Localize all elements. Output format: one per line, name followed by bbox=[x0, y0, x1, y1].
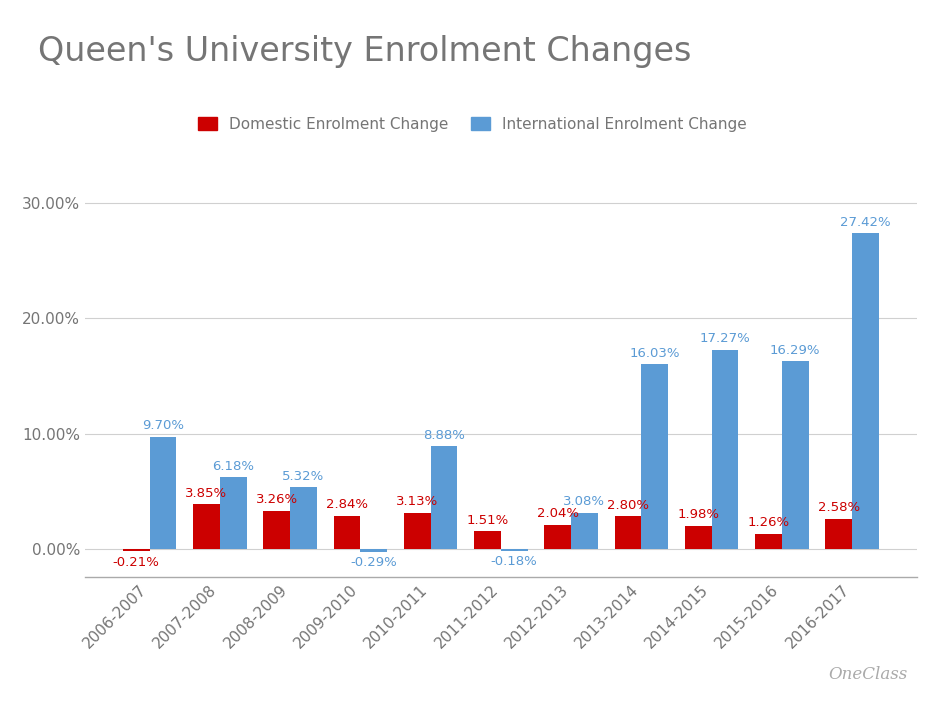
Text: 2.04%: 2.04% bbox=[536, 508, 578, 520]
Text: 16.03%: 16.03% bbox=[629, 346, 680, 360]
Bar bbox=[474, 531, 500, 548]
Bar bbox=[824, 519, 851, 548]
Bar bbox=[614, 516, 641, 548]
Text: 16.29%: 16.29% bbox=[769, 344, 819, 356]
Text: -0.21%: -0.21% bbox=[112, 555, 160, 569]
Bar bbox=[149, 437, 177, 548]
Text: 2.58%: 2.58% bbox=[817, 501, 859, 514]
Bar bbox=[333, 516, 360, 548]
Bar bbox=[263, 511, 290, 548]
Text: -0.29%: -0.29% bbox=[350, 556, 396, 570]
Text: 3.08%: 3.08% bbox=[563, 496, 605, 508]
Text: 1.51%: 1.51% bbox=[466, 513, 508, 527]
Bar bbox=[360, 548, 387, 552]
Text: 3.13%: 3.13% bbox=[396, 495, 438, 508]
Bar bbox=[220, 477, 246, 548]
Legend: Domestic Enrolment Change, International Enrolment Change: Domestic Enrolment Change, International… bbox=[198, 117, 746, 132]
Bar bbox=[123, 548, 149, 551]
Bar bbox=[430, 446, 457, 548]
Bar bbox=[781, 361, 808, 548]
Text: 1.98%: 1.98% bbox=[677, 508, 718, 521]
Bar bbox=[290, 487, 316, 548]
Bar bbox=[500, 548, 527, 551]
Text: 2.80%: 2.80% bbox=[606, 498, 649, 512]
Bar bbox=[544, 525, 570, 548]
Bar bbox=[684, 526, 711, 548]
Bar bbox=[570, 513, 598, 548]
Bar bbox=[403, 513, 430, 548]
Bar bbox=[193, 504, 220, 548]
Bar bbox=[754, 534, 781, 548]
Text: OneClass: OneClass bbox=[827, 666, 906, 683]
Text: 3.26%: 3.26% bbox=[256, 494, 297, 506]
Bar bbox=[641, 364, 667, 548]
Text: Queen's University Enrolment Changes: Queen's University Enrolment Changes bbox=[38, 35, 690, 68]
Text: -0.18%: -0.18% bbox=[490, 555, 537, 568]
Text: 8.88%: 8.88% bbox=[423, 429, 464, 442]
Text: 5.32%: 5.32% bbox=[282, 470, 324, 483]
Bar bbox=[851, 233, 878, 548]
Text: 17.27%: 17.27% bbox=[699, 332, 750, 345]
Bar bbox=[711, 350, 737, 548]
Text: 3.85%: 3.85% bbox=[185, 486, 228, 500]
Text: 9.70%: 9.70% bbox=[142, 420, 184, 432]
Text: 27.42%: 27.42% bbox=[839, 215, 890, 229]
Text: 2.84%: 2.84% bbox=[326, 498, 367, 511]
Text: 6.18%: 6.18% bbox=[212, 460, 254, 473]
Text: 1.26%: 1.26% bbox=[747, 517, 789, 529]
